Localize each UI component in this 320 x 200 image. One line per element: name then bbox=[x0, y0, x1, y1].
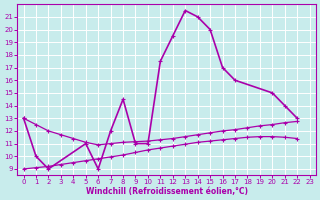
X-axis label: Windchill (Refroidissement éolien,°C): Windchill (Refroidissement éolien,°C) bbox=[85, 187, 248, 196]
